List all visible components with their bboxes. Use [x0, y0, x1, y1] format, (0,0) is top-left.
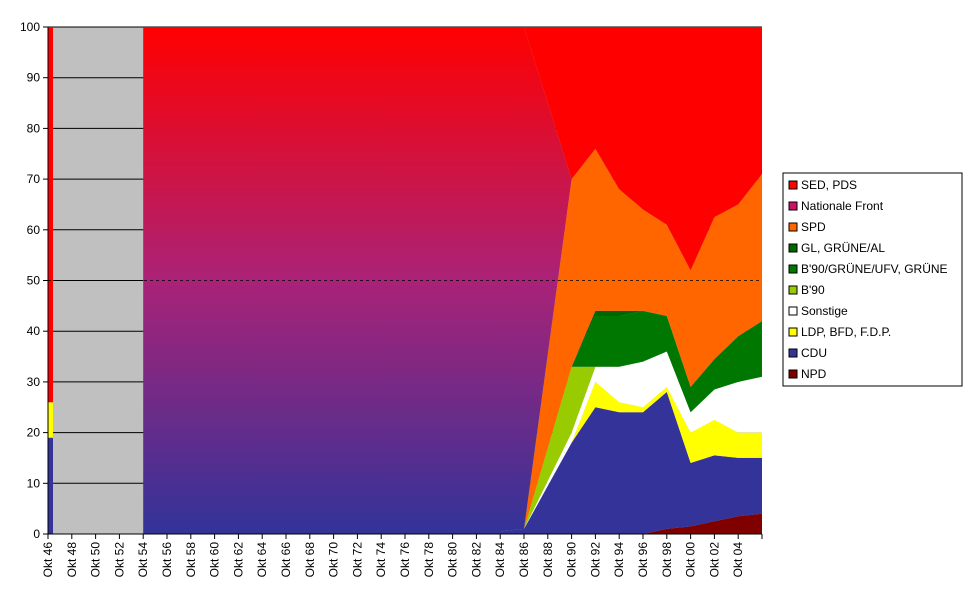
x-tick-label: Okt 62: [231, 542, 245, 578]
x-tick-label: Okt 56: [160, 542, 174, 578]
area: [143, 310, 762, 532]
x-tick-label: Okt 72: [350, 542, 364, 578]
x-tick-label: Okt 74: [374, 542, 388, 578]
x-tick-label: Okt 00: [684, 542, 698, 578]
y-tick-label: 60: [27, 223, 41, 237]
legend-swatch: [788, 348, 798, 358]
y-tick-label: 10: [27, 476, 41, 490]
y-tick-label: 40: [27, 324, 41, 338]
x-tick-label: Okt 64: [255, 542, 269, 578]
x-tick-label: Okt 82: [469, 542, 483, 578]
y-tick-label: 50: [27, 274, 41, 288]
x-tick-label: Okt 50: [89, 542, 103, 578]
legend-swatch: [788, 327, 798, 337]
y-tick-label: 70: [27, 172, 41, 186]
legend-label: B'90/GRÜNE/UFV, GRÜNE: [801, 262, 948, 276]
legend-swatch: [788, 306, 798, 316]
legend-swatch: [788, 201, 798, 211]
legend-label: GL, GRÜNE/AL: [801, 241, 885, 255]
area: [143, 27, 762, 271]
area: [143, 148, 762, 532]
x-tick-label: Okt 66: [279, 542, 293, 578]
x-tick-label: Okt 52: [112, 542, 126, 578]
area: [48, 402, 53, 438]
x-tick-label: Okt 54: [136, 542, 150, 578]
x-tick-label: Okt 68: [303, 542, 317, 578]
x-tick-label: Okt 58: [184, 542, 198, 578]
area: [143, 392, 762, 534]
area: [48, 27, 53, 403]
y-tick-label: 90: [27, 71, 41, 85]
x-tick-label: Okt 76: [398, 542, 412, 578]
y-tick-label: 80: [27, 121, 41, 135]
x-tick-label: Okt 98: [660, 542, 674, 578]
x-tick-label: Okt 92: [588, 542, 602, 578]
x-tick-label: Okt 84: [493, 542, 507, 578]
area: [143, 513, 762, 534]
legend-swatch: [788, 243, 798, 253]
legend-label: B'90: [801, 283, 825, 297]
x-tick-label: Okt 86: [517, 542, 531, 578]
x-tick-label: Okt 90: [565, 542, 579, 578]
y-tick-label: 30: [27, 375, 41, 389]
x-tick-label: Okt 02: [707, 542, 721, 578]
area: [48, 437, 53, 534]
y-tick-label: 0: [33, 527, 40, 541]
area: [143, 27, 762, 532]
x-tick-label: Okt 60: [208, 542, 222, 578]
x-tick-label: Okt 80: [446, 542, 460, 578]
legend-label: Sonstige: [801, 304, 848, 318]
legend-swatch: [788, 264, 798, 274]
legend-label: NPD: [801, 367, 827, 381]
x-tick-label: Okt 96: [636, 542, 650, 578]
legend-label: LDP, BFD, F.D.P.: [801, 325, 891, 339]
y-tick-label: 100: [20, 20, 40, 34]
x-tick-label: Okt 70: [327, 542, 341, 578]
legend-swatch: [788, 369, 798, 379]
legend-label: SPD: [801, 220, 826, 234]
x-tick-label: Okt 94: [612, 542, 626, 578]
legend-swatch: [788, 180, 798, 190]
legend-label: Nationale Front: [801, 199, 884, 213]
legend-label: SED, PDS: [801, 178, 857, 192]
x-tick-label: Okt 88: [541, 542, 555, 578]
x-tick-label: Okt 48: [65, 542, 79, 578]
y-tick-label: 20: [27, 426, 41, 440]
x-tick-label: Okt 78: [422, 542, 436, 578]
legend: [782, 172, 963, 387]
legend-swatch: [788, 285, 798, 295]
legend-label: CDU: [801, 346, 827, 360]
x-tick-label: Okt 46: [41, 542, 55, 578]
legend-swatch: [788, 222, 798, 232]
x-tick-label: Okt 04: [731, 542, 745, 578]
